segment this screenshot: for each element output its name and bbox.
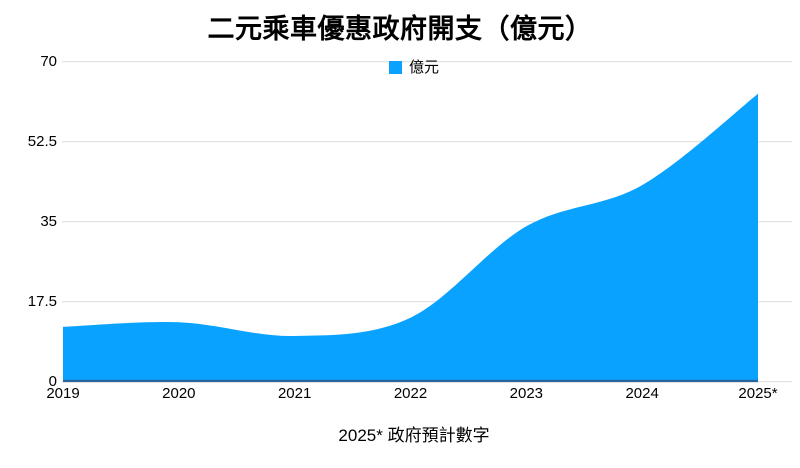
y-axis-tick-label: 52.5 [27,133,57,151]
x-axis-tick-label: 2025* [738,385,778,402]
x-axis-tick-label: 2021 [277,385,312,402]
y-axis-tick-label: 0 [48,373,57,391]
x-axis-tick-label: 2020 [162,385,196,402]
x-axis-tick-label: 2023 [509,385,544,402]
chart-title: 二元乘車優惠政府開支（億元） [207,14,593,44]
legend-series-label: 億元 [409,59,440,76]
y-axis-tick-label: 70 [40,53,57,71]
legend: 億元 [389,60,439,75]
y-axis-tick-label: 17.5 [27,293,57,311]
legend-swatch-icon [389,61,402,74]
x-axis-tick-label: 2024 [625,385,659,402]
y-axis-tick-label: 35 [40,213,57,231]
x-axis-tick-label: 2022 [393,385,428,402]
area-series [63,93,758,382]
chart-footnote: 2025* 政府預計數字 [338,426,490,445]
x-axis-tick-label: 2019 [46,385,80,402]
